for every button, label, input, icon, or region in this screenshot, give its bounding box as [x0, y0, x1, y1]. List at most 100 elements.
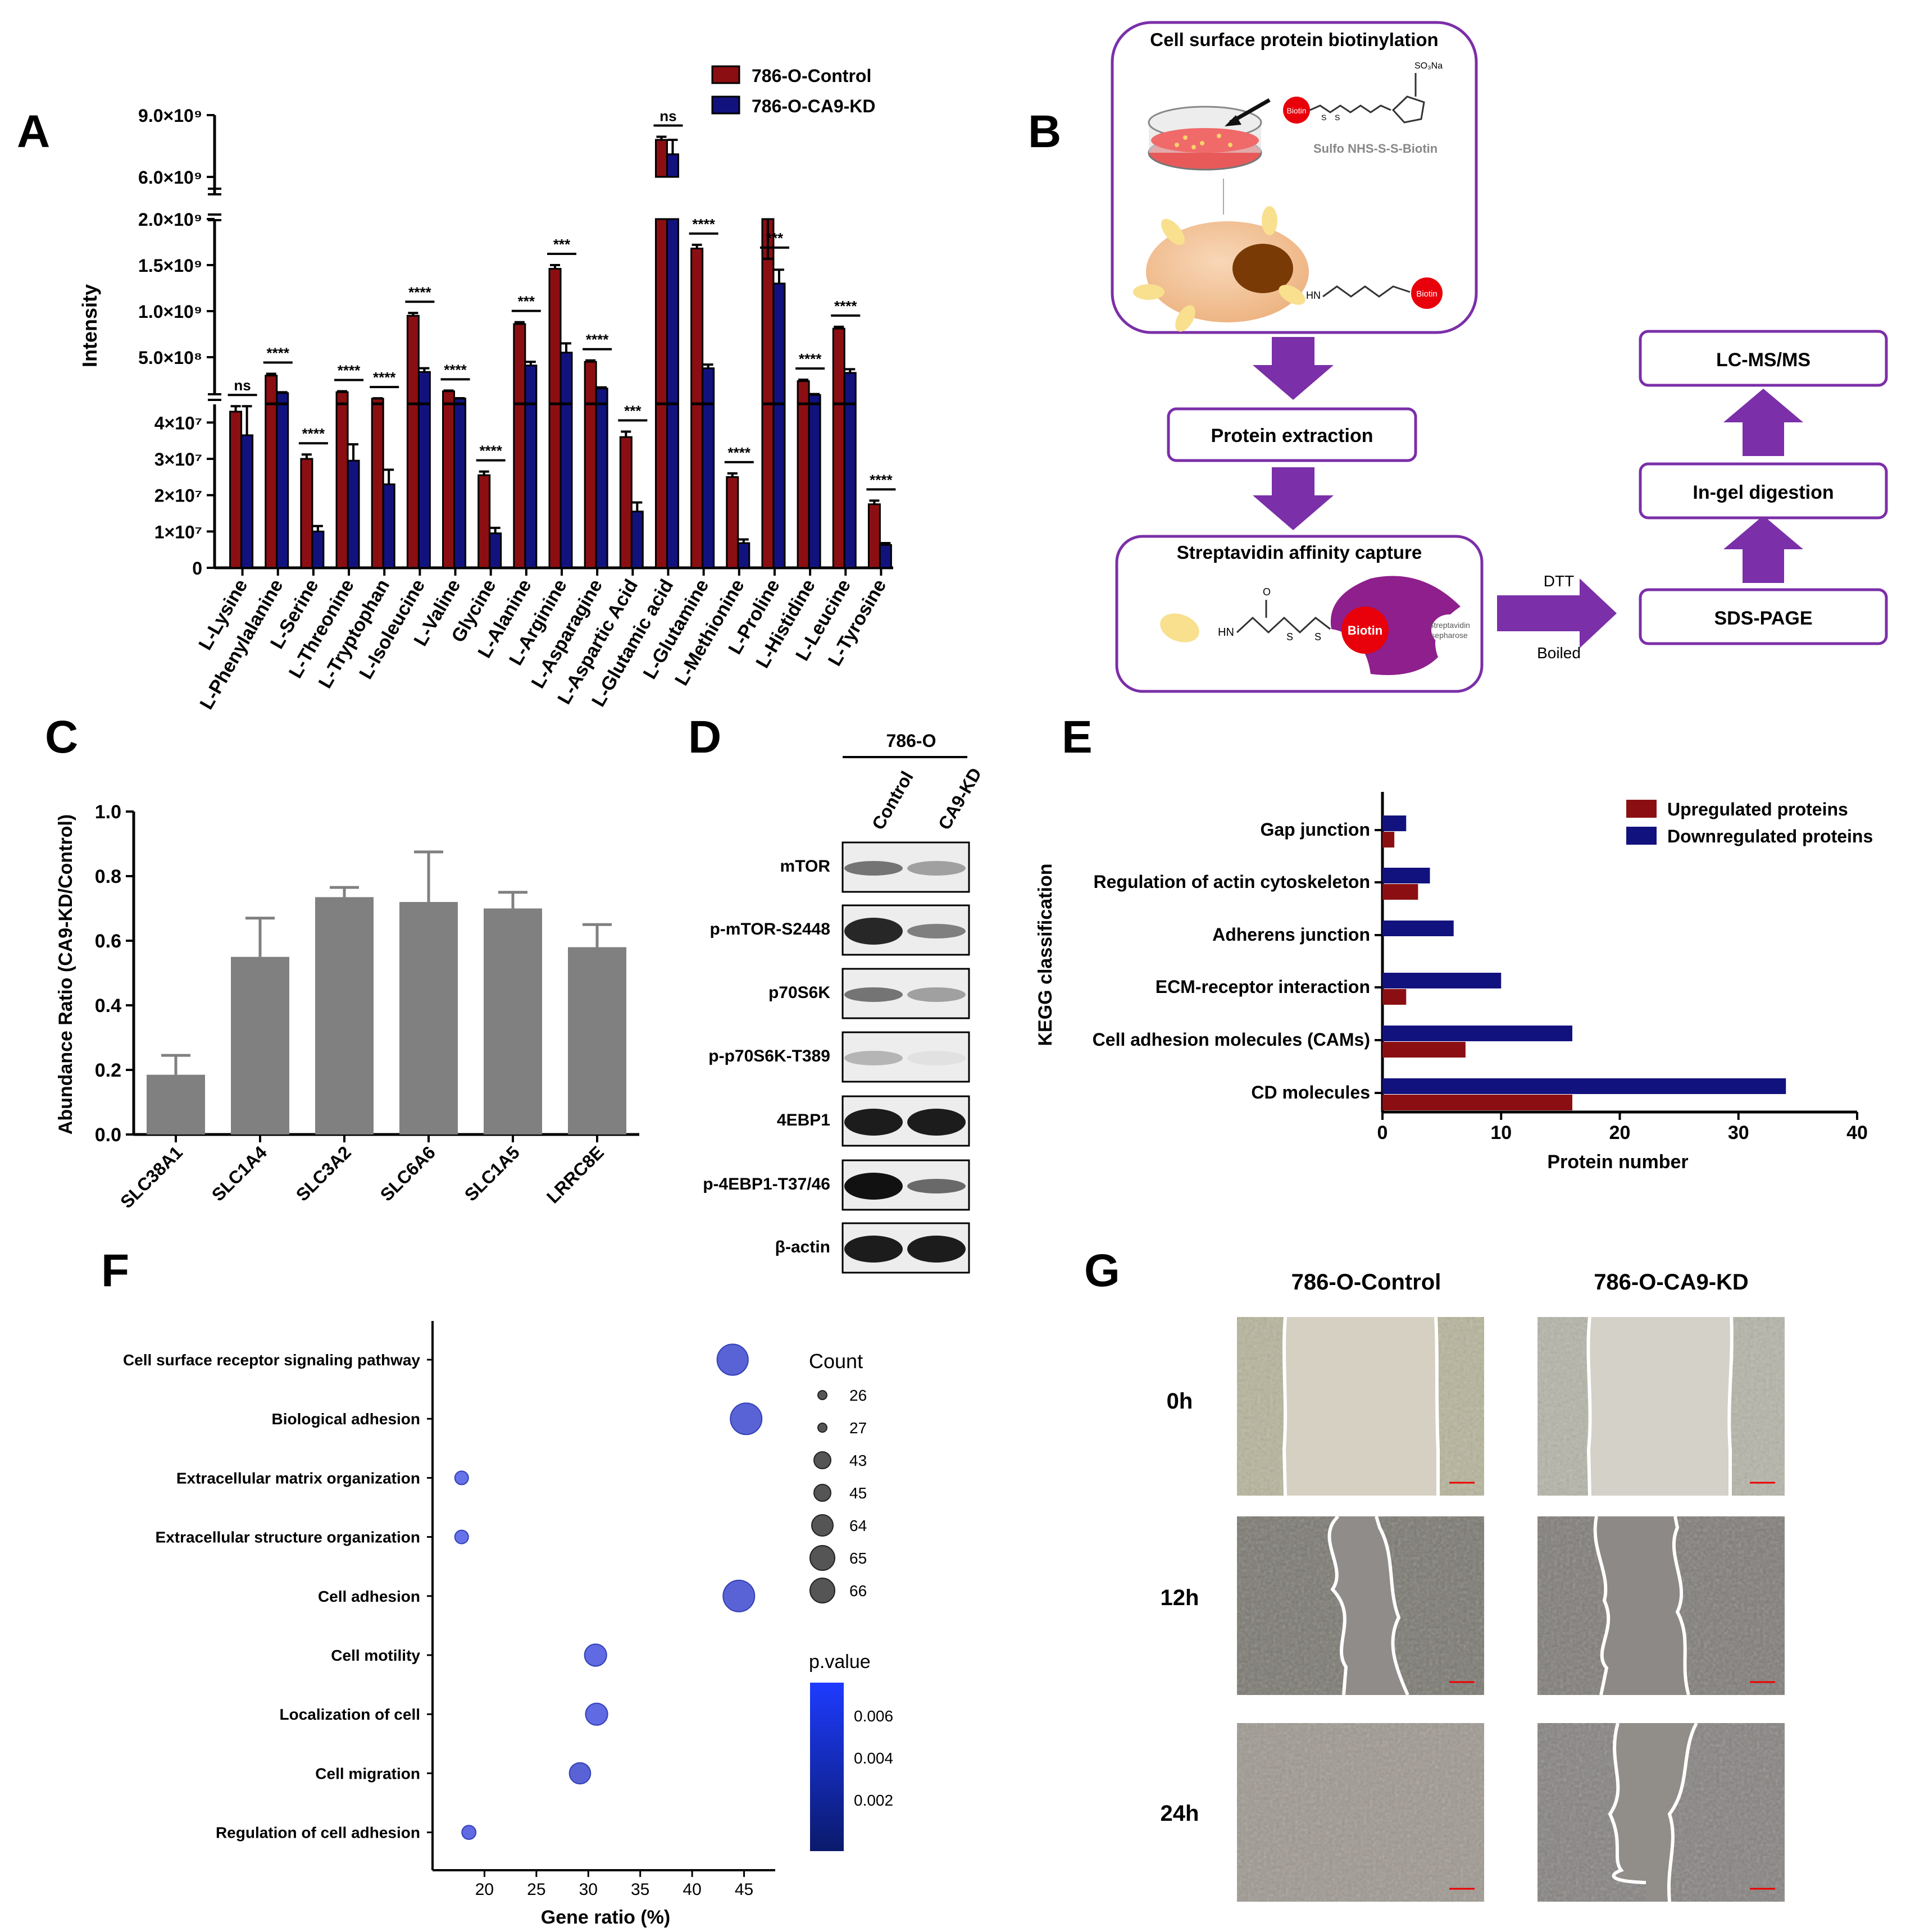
blot-row--actin: β-actin	[775, 1222, 970, 1274]
panel-f-dots: Cell surface receptor signaling pathway B…	[123, 1343, 763, 1842]
bar-kd	[879, 544, 892, 569]
dot	[716, 1343, 749, 1376]
panel-g-wound-healing: 786-O-Control 786-O-CA9-KD 0h 12h 24h	[1161, 1270, 1785, 1902]
legend-label-kd: 786-O-CA9-KD	[752, 96, 875, 116]
capture-o-label: O	[1263, 586, 1271, 598]
blot-row-p-mtor-s2448: p-mTOR-S2448	[709, 904, 970, 956]
reagent-s-2: S	[1335, 113, 1340, 122]
bar-kd	[772, 403, 786, 569]
x-tick-label: 10	[1490, 1122, 1512, 1143]
x-tick-label: 20	[475, 1880, 494, 1899]
significance-label: ****	[444, 361, 467, 378]
bar-group-l-lysine	[229, 405, 254, 569]
bar	[147, 1074, 205, 1134]
bar-control	[654, 403, 668, 569]
bar-kd	[808, 394, 821, 404]
box-protein-extraction	[1167, 407, 1417, 462]
y-tick-label: 5.0×10⁸	[138, 348, 202, 368]
dot	[454, 1470, 469, 1486]
legend-swatch-control	[711, 65, 740, 84]
bar-group-l-threonine	[335, 390, 360, 569]
blot-row-4ebp1: 4EBP1	[777, 1095, 970, 1147]
micrograph-kd-24h	[1537, 1722, 1785, 1902]
bar-kd	[453, 403, 467, 569]
legend-label-control: 786-O-Control	[752, 66, 871, 86]
y-tick-label: 0.8	[95, 866, 121, 887]
count-legend-label: 64	[849, 1517, 867, 1534]
reagent-molecule: Biotin S S SO₃Na	[1283, 61, 1443, 124]
pvalue-tick-label: 0.002	[854, 1792, 893, 1809]
blot-label: β-actin	[775, 1238, 830, 1256]
bar-group-slc1a5: SLC1A5	[461, 891, 542, 1205]
blot-band	[844, 1109, 903, 1136]
bar-group-gap-junction: Gap junction	[1260, 815, 1407, 847]
legend-label-down: Downregulated proteins	[1667, 826, 1873, 846]
blot-label: p-mTOR-S2448	[709, 920, 830, 938]
panel-c-ylabel: Abundance Ratio (CA9-KD/Control)	[55, 814, 76, 1134]
bar-downregulated	[1382, 1026, 1572, 1041]
arrow-down-2	[1253, 467, 1334, 530]
bar-kd	[595, 388, 608, 404]
bar-group-l-tryptophan	[371, 397, 395, 569]
bar-kd	[524, 403, 538, 569]
panel-c-abundance-chart: Abundance Ratio (CA9-KD/Control) 0.00.20…	[55, 801, 639, 1212]
y-tick-label: 1.0×10⁹	[138, 302, 202, 322]
step-protein-extraction: Protein extraction	[1211, 425, 1373, 446]
legend-swatch-down	[1626, 827, 1657, 845]
dot	[722, 1579, 756, 1612]
blot-band	[844, 918, 903, 945]
bar-kd	[453, 398, 467, 404]
blot-label: 4EBP1	[777, 1111, 830, 1129]
micrograph-control-12h	[1237, 1515, 1484, 1696]
legend-label-up: Upregulated proteins	[1667, 799, 1848, 819]
bar-kd	[595, 403, 608, 569]
arrow-down-1	[1253, 337, 1334, 400]
y-tick-label: 0.4	[95, 995, 121, 1017]
blot-band	[907, 1109, 966, 1136]
bar-control	[832, 403, 845, 569]
panel-label-e: E	[1062, 712, 1093, 763]
category-label: Regulation of cell adhesion	[216, 1824, 420, 1842]
bar-group-regulation-of-actin-cytoskeleton: Regulation of actin cytoskeleton	[1093, 868, 1430, 900]
bar-kd	[737, 542, 750, 569]
category-label: Biological adhesion	[272, 1410, 420, 1428]
panel-label-b: B	[1028, 106, 1061, 157]
category-label: Cell adhesion molecules (CAMs)	[1093, 1029, 1370, 1050]
bar-kd	[772, 282, 786, 404]
bar-kd	[843, 403, 857, 569]
bar-kd	[417, 371, 431, 404]
category-label: Regulation of actin cytoskeleton	[1093, 872, 1370, 892]
bar-downregulated	[1382, 1078, 1786, 1094]
x-tick-label: 40	[1846, 1122, 1868, 1143]
panel-d-western-blot: 786-O Control CA9-KD mTOR p-mTOR-S2448 p70…	[703, 731, 986, 1274]
blot-row-p-4ebp1-t37-46: p-4EBP1-T37/46	[703, 1159, 970, 1211]
x-tick-label: 25	[527, 1880, 545, 1899]
bar-upregulated	[1382, 1095, 1572, 1110]
bar-control	[477, 474, 491, 569]
count-legend-dot	[809, 1545, 835, 1571]
significance-label: ****	[479, 443, 502, 459]
bar-control	[797, 403, 810, 569]
bar-kd	[702, 403, 715, 569]
y-tick-label: 4×10⁷	[154, 413, 202, 433]
bar-control	[335, 403, 349, 569]
x-tick-label: 20	[1609, 1122, 1631, 1143]
micrograph-control-24h	[1237, 1723, 1484, 1902]
dot-row-localization-of-cell: Localization of cell	[280, 1702, 608, 1726]
pvalue-tick-label: 0.006	[854, 1707, 893, 1725]
panel-e-bars: Gap junction Regulation of actin cytoskel…	[1093, 815, 1786, 1110]
significance-label: ****	[302, 425, 325, 442]
bar-control	[513, 323, 526, 404]
panel-a-legend: 786-O-Control 786-O-CA9-KD	[711, 65, 875, 116]
y-tick-label: 0.0	[95, 1124, 121, 1146]
pvalue-colorbar	[810, 1683, 844, 1851]
category-label: CD molecules	[1251, 1082, 1370, 1102]
panel-label-g: G	[1084, 1245, 1120, 1296]
count-legend-dot	[817, 1390, 827, 1400]
panel-a-bars	[229, 135, 892, 569]
bar-kd	[240, 434, 254, 569]
count-legend-label: 27	[849, 1419, 867, 1437]
significance-label: ****	[834, 298, 857, 315]
box-sds-page	[1639, 588, 1888, 645]
